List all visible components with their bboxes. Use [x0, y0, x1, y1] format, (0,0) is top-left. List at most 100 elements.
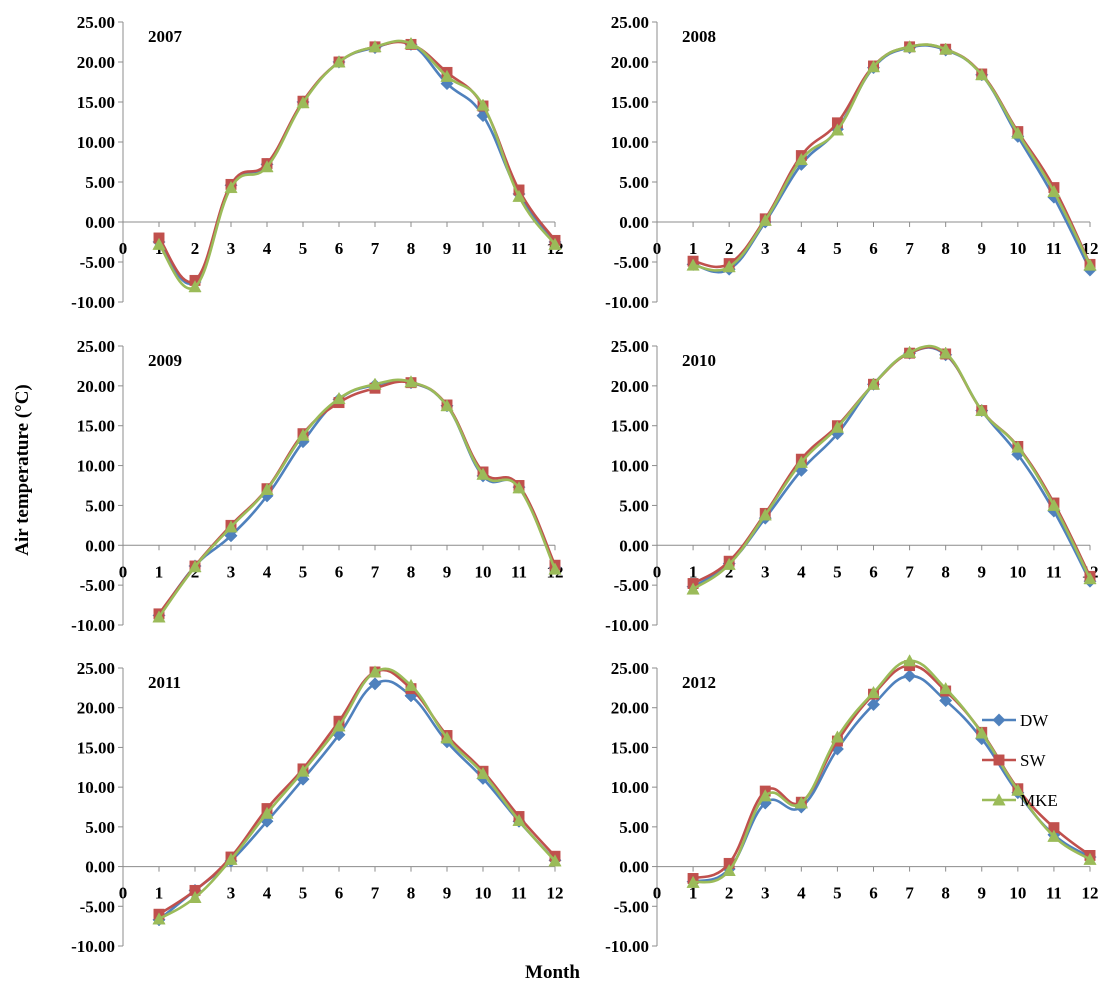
series-line-mke	[157, 39, 557, 290]
x-tick-label: 11	[1046, 239, 1062, 258]
x-tick-label: 1	[155, 884, 164, 903]
data-point-mke	[404, 678, 418, 691]
x-tick-label: 8	[941, 884, 950, 903]
legend-label: DW	[1020, 711, 1049, 730]
x-tick-label: 1	[689, 239, 698, 258]
data-point-mke	[224, 520, 238, 533]
x-tick-label: 10	[1009, 884, 1026, 903]
data-point-mke	[476, 98, 490, 111]
data-point-mke	[866, 60, 881, 73]
y-tick-label: 5.00	[619, 173, 649, 192]
y-tick-label: 10.00	[77, 778, 115, 797]
y-tick-label: 25.00	[611, 13, 649, 32]
y-tick-label: 5.00	[619, 818, 649, 837]
data-point-mke	[512, 189, 526, 202]
x-tick-label: 1	[689, 562, 698, 581]
x-axis-title: Month	[525, 962, 580, 983]
series-line-mke	[692, 659, 1091, 884]
data-point-mke	[686, 582, 700, 595]
x-tick-label: 2	[725, 239, 734, 258]
data-point-sw	[993, 754, 1005, 766]
data-point-mke	[830, 420, 845, 433]
x-tick-label: 10	[475, 884, 492, 903]
x-tick-label: 3	[227, 562, 236, 581]
x-tick-label: 10	[475, 562, 492, 581]
data-point-mke	[722, 557, 736, 570]
data-point-mke	[1083, 258, 1097, 271]
data-point-mke	[992, 793, 1006, 806]
data-point-mke	[1047, 184, 1061, 198]
y-tick-label: 20.00	[77, 53, 115, 72]
data-point-mke	[152, 912, 166, 925]
y-tick-label: 10.00	[611, 778, 649, 797]
x-tick-label: 7	[905, 884, 914, 903]
y-tick-label: 20.00	[77, 377, 115, 396]
x-tick-label: 5	[299, 239, 308, 258]
y-tick-label: 25.00	[77, 659, 115, 678]
data-point-mke	[830, 123, 845, 136]
x-tick-label: 6	[335, 884, 344, 903]
x-tick-label: 4	[797, 884, 806, 903]
data-point-mke	[332, 55, 346, 68]
series-line-mke	[692, 344, 1092, 591]
panel-title: 2009	[148, 351, 182, 370]
data-point-mke	[440, 399, 454, 412]
legend-item-sw: SW	[982, 751, 1046, 770]
data-point-mke	[794, 796, 808, 809]
x-tick-label: 8	[407, 239, 416, 258]
data-point-mke	[794, 152, 808, 166]
x-tick-label: 0	[119, 884, 128, 903]
y-tick-label: -10.00	[605, 937, 649, 956]
y-axis-title: Air temperature (°C)	[12, 384, 33, 556]
x-tick-label: 0	[119, 562, 128, 581]
y-tick-label: 20.00	[611, 53, 649, 72]
data-point-mke	[152, 237, 166, 250]
data-point-mke	[758, 508, 772, 521]
x-tick-label: 2	[191, 239, 200, 258]
data-point-mke	[224, 180, 238, 194]
x-tick-label: 7	[371, 239, 380, 258]
chart-panel-2010: -10.00 -5.00 0.00 5.00 10.00 15.00 20.00 25.00 0…	[605, 337, 1098, 635]
data-point-mke	[975, 726, 989, 739]
x-tick-label: 12	[1082, 884, 1099, 903]
data-point-mke	[686, 258, 700, 271]
data-point-mke	[404, 375, 418, 388]
x-tick-label: 0	[653, 562, 662, 581]
x-tick-label: 10	[1009, 239, 1026, 258]
data-point-mke	[722, 260, 736, 273]
y-axis-title-wrap: Air temperature (°C)	[8, 0, 38, 940]
x-tick-label: 7	[905, 239, 914, 258]
panel-title: 2007	[148, 27, 183, 46]
series-line-dw	[157, 40, 557, 286]
data-point-mke	[404, 36, 418, 50]
y-tick-label: 20.00	[77, 699, 115, 718]
data-point-mke	[260, 482, 274, 495]
data-point-mke	[1047, 829, 1061, 842]
data-point-mke	[1011, 440, 1025, 453]
x-tick-label: 9	[978, 884, 987, 903]
data-point-mke	[902, 345, 917, 358]
data-point-dw	[866, 697, 881, 712]
y-tick-label: 15.00	[611, 738, 649, 757]
data-point-mke	[332, 719, 346, 732]
data-point-mke	[1083, 852, 1097, 865]
y-tick-label: 5.00	[85, 173, 115, 192]
y-tick-label: -10.00	[605, 616, 649, 635]
x-tick-label: 8	[941, 239, 950, 258]
x-tick-label: 0	[119, 239, 128, 258]
series-line-sw	[692, 664, 1091, 880]
x-tick-label: 11	[1046, 884, 1062, 903]
y-tick-label: -5.00	[614, 576, 649, 595]
y-tick-label: -5.00	[614, 897, 649, 916]
series-line-dw	[158, 679, 556, 921]
x-tick-label: 7	[371, 562, 380, 581]
x-tick-label: 4	[797, 239, 806, 258]
panel-title: 2012	[682, 673, 716, 692]
data-point-mke	[440, 69, 454, 82]
y-tick-label: 0.00	[619, 536, 649, 555]
x-tick-label: 6	[869, 884, 878, 903]
data-point-mke	[188, 890, 202, 903]
y-tick-label: -5.00	[80, 897, 115, 916]
chart-panel-2007: -10.00 -5.00 0.00 5.00 10.00 15.00 20.00 25.00 0…	[71, 13, 563, 312]
data-point-mke	[188, 560, 202, 573]
